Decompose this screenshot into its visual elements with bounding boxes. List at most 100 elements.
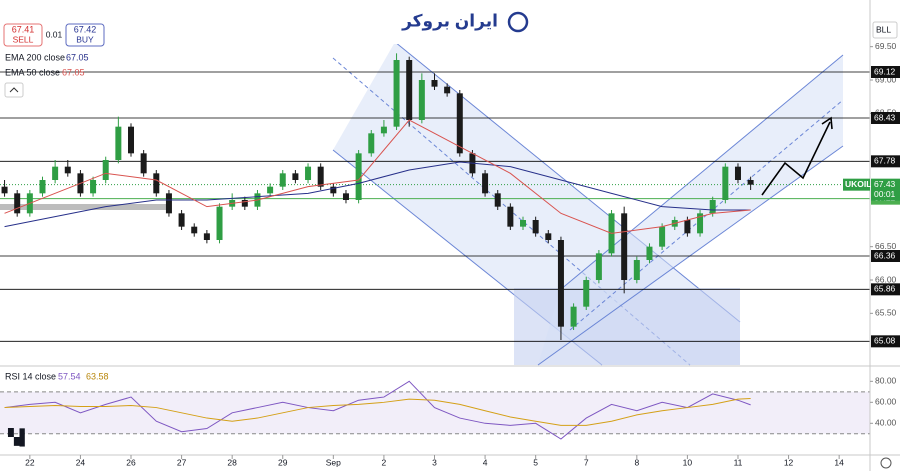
- x-tick-label: 14: [834, 457, 844, 467]
- y-tick-label: 69.50: [875, 41, 897, 51]
- tv-logo: ▚▌: [7, 428, 30, 447]
- y-tick-label: 69.00: [875, 74, 897, 84]
- x-tick-label: 12: [784, 457, 794, 467]
- x-tick-label: 8: [634, 457, 639, 467]
- candle-body: [393, 60, 400, 127]
- channel-line: [559, 54, 844, 291]
- collapse-icon: [9, 87, 19, 93]
- last-price-label: 67.43: [874, 179, 896, 189]
- candle-body: [482, 173, 489, 194]
- candle-body: [216, 206, 223, 240]
- scale-mode[interactable]: [872, 21, 898, 39]
- last-price-tag: [871, 178, 900, 201]
- candle-body: [317, 166, 324, 187]
- candle-body: [507, 206, 514, 227]
- legend-name: EMA 50 close: [5, 67, 60, 77]
- candle-body: [1, 186, 8, 194]
- up-channel: [538, 55, 843, 365]
- candle-body: [545, 233, 552, 240]
- candle-body: [709, 200, 716, 214]
- y-tick-label: 66.50: [875, 241, 897, 251]
- range-box: [0, 204, 166, 210]
- candle-body: [355, 153, 362, 200]
- candle-body: [646, 246, 653, 260]
- candle-body: [140, 153, 147, 174]
- rsi-line: [4, 380, 751, 440]
- level-label: 65.86: [874, 284, 896, 294]
- candle-body: [330, 186, 337, 194]
- x-tick-label: 29: [278, 457, 288, 467]
- collapse-button[interactable]: [4, 82, 24, 98]
- level-tag: [871, 335, 900, 348]
- candle-body: [418, 80, 425, 120]
- candle-body: [557, 240, 564, 327]
- candle-body: [684, 220, 691, 234]
- candle-body: [203, 233, 210, 240]
- x-tick-label: 27: [177, 457, 187, 467]
- level-tag: [871, 283, 900, 296]
- candle-body: [342, 193, 349, 200]
- symbol-tag: [843, 178, 870, 191]
- x-tick-label: 11: [734, 457, 743, 467]
- y-tick-label: 60.00: [875, 397, 897, 407]
- candle-body: [90, 180, 97, 194]
- logo-icon: [507, 11, 529, 33]
- level-label: 69.12: [874, 66, 896, 76]
- legend-value: 67.05: [62, 67, 85, 77]
- candle-body: [444, 86, 451, 94]
- candle-body: [406, 60, 413, 120]
- rsi-line: [4, 398, 751, 426]
- level-tag: [871, 66, 900, 78]
- level-tag: [871, 112, 900, 124]
- candle-body: [734, 166, 741, 180]
- forecast-arrow: [761, 121, 831, 196]
- candle-body: [747, 180, 754, 185]
- rsi-ma-value: 63.58: [86, 371, 109, 381]
- candle-body: [583, 280, 590, 307]
- candle-body: [178, 213, 185, 227]
- candle-body: [722, 166, 729, 200]
- sell-price: 67.41: [12, 24, 35, 34]
- candle-body: [621, 213, 628, 280]
- candle-body: [633, 260, 640, 280]
- candle-body: [659, 226, 666, 247]
- buy-button[interactable]: [65, 23, 105, 47]
- candle-body: [380, 126, 387, 134]
- candle-body: [595, 253, 602, 280]
- x-tick-label: 4: [483, 457, 488, 467]
- y-tick-label: 65.50: [875, 308, 897, 318]
- rsi-value: 57.54: [58, 371, 81, 381]
- level-label: 68.43: [874, 112, 896, 122]
- x-tick-label: 7: [584, 457, 589, 467]
- candle-body: [153, 173, 160, 194]
- candle-body: [456, 93, 463, 154]
- x-tick-label: 26: [126, 457, 136, 467]
- y-tick-label: 40.00: [875, 418, 897, 428]
- y-tick-label: 80.00: [875, 376, 897, 386]
- settings-icon[interactable]: [880, 457, 892, 469]
- x-tick-label: 5: [533, 457, 538, 467]
- candle-body: [520, 220, 527, 227]
- logo: ایران بروکر: [401, 11, 498, 31]
- ema-line: [4, 161, 751, 228]
- candle-body: [64, 166, 71, 174]
- candle-body: [279, 173, 286, 187]
- sell-button[interactable]: [3, 23, 43, 47]
- candle-body: [431, 80, 438, 87]
- candle-body: [191, 226, 198, 234]
- x-tick-label: 28: [227, 457, 237, 467]
- candle-body: [115, 126, 122, 160]
- y-tick-label: 66.00: [875, 274, 897, 284]
- x-tick-label: 24: [76, 457, 86, 467]
- candle-body: [267, 186, 274, 194]
- x-tick-label: 3: [432, 457, 437, 467]
- sell-label: SELL: [13, 34, 34, 44]
- rsi-band: [0, 391, 870, 434]
- level-label: 67.78: [874, 156, 896, 166]
- candle-body: [368, 133, 375, 154]
- candle-body: [39, 180, 46, 194]
- level-label: 66.36: [874, 250, 896, 260]
- level-tag: [871, 250, 900, 262]
- ema-line: [4, 119, 751, 234]
